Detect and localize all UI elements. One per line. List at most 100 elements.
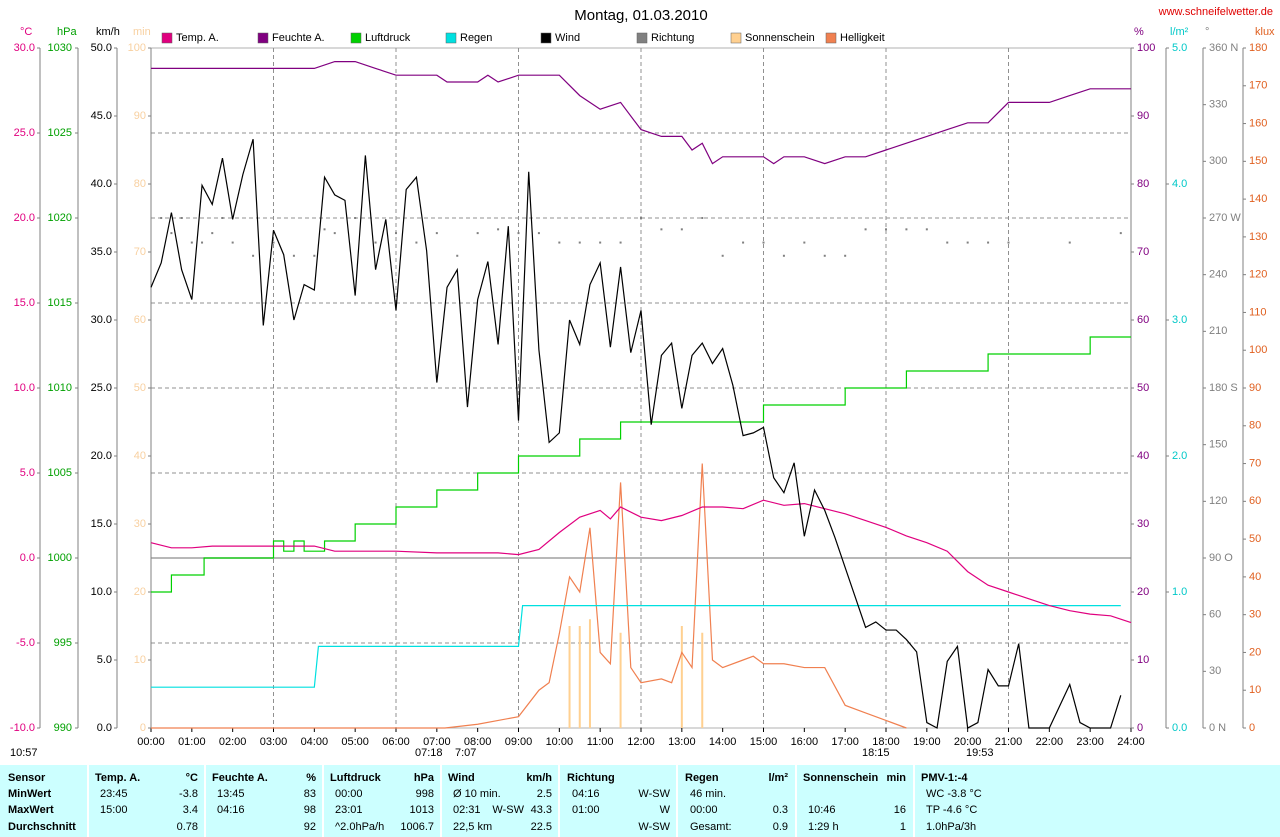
annotation: 10:57 xyxy=(10,747,38,759)
direction-dot xyxy=(660,228,663,231)
y-tick-label: 30.0 xyxy=(91,314,112,326)
y-tick-label: 60 xyxy=(134,314,146,326)
series-line xyxy=(151,336,1131,593)
y-tick-label: 50.0 xyxy=(91,42,112,54)
table-cell: 1:29 h xyxy=(808,821,839,833)
y-tick-label: 10.0 xyxy=(91,586,112,598)
y-tick-label: 210 xyxy=(1209,325,1227,337)
table-cell: °C xyxy=(186,772,198,784)
table-cell: MaxWert xyxy=(8,804,54,816)
y-tick-label: 1005 xyxy=(48,467,72,479)
y-tick-label: 2.0 xyxy=(1172,450,1187,462)
y-tick-label: 0.0 xyxy=(1172,722,1187,734)
axis-unit: min xyxy=(133,26,151,38)
series-line xyxy=(150,138,1122,729)
x-tick-label: 21:00 xyxy=(995,736,1023,748)
table-cell: W-SW xyxy=(492,804,524,816)
table-cell: 1.0hPa/3h xyxy=(926,821,976,833)
y-tick-label: 1015 xyxy=(48,297,72,309)
annotation: 07:18 xyxy=(415,747,443,759)
axis-unit: km/h xyxy=(96,26,120,38)
direction-dot xyxy=(742,241,745,244)
y-tick-label: 110 xyxy=(1249,306,1267,318)
y-tick-label: 80 xyxy=(1137,178,1149,190)
y-tick-label: 40 xyxy=(1249,571,1261,583)
y-tick-label: 90 xyxy=(134,110,146,122)
table-cell: 13:45 xyxy=(217,788,245,800)
y-tick-label: 160 xyxy=(1249,117,1267,129)
series-line xyxy=(151,61,1131,165)
table-cell: Temp. A. xyxy=(95,772,140,784)
y-tick-label: 25.0 xyxy=(14,127,35,139)
direction-dot xyxy=(1119,232,1122,235)
legend-swatch xyxy=(445,32,457,44)
y-tick-label: 60 xyxy=(1137,314,1149,326)
x-tick-label: 01:00 xyxy=(178,736,206,748)
legend-label: Regen xyxy=(460,32,492,44)
y-tick-label: 80 xyxy=(134,178,146,190)
y-tick-label: 170 xyxy=(1249,80,1267,92)
table-cell: Durchschnitt xyxy=(8,821,76,833)
direction-dot xyxy=(190,241,193,244)
table-cell: Feuchte A. xyxy=(212,772,268,784)
table-cell: 0.9 xyxy=(773,821,788,833)
legend-label: Sonnenschein xyxy=(745,32,815,44)
y-tick-label: 360 N xyxy=(1209,42,1238,54)
table-cell: 43.3 xyxy=(531,804,552,816)
legend-label: Richtung xyxy=(651,32,694,44)
direction-dot xyxy=(497,228,500,231)
direction-dot xyxy=(272,241,275,244)
direction-dot xyxy=(619,241,622,244)
table-cell: TP -4.6 °C xyxy=(926,804,977,816)
table-cell: 15:00 xyxy=(100,804,128,816)
table-cell: PMV-1:-4 xyxy=(921,772,968,784)
y-tick-label: 15.0 xyxy=(91,518,112,530)
table-cell: ^2.0hPa/h xyxy=(335,821,384,833)
direction-dot xyxy=(599,241,602,244)
x-tick-label: 24:00 xyxy=(1117,736,1145,748)
y-tick-label: 20 xyxy=(134,586,146,598)
direction-dot xyxy=(201,241,204,244)
table-cell: % xyxy=(306,772,316,784)
x-tick-label: 09:00 xyxy=(505,736,533,748)
y-tick-label: 45.0 xyxy=(91,110,112,122)
table-cell: 04:16 xyxy=(572,788,600,800)
y-tick-label: 0.0 xyxy=(97,722,112,734)
direction-dot xyxy=(762,241,765,244)
x-tick-label: 03:00 xyxy=(260,736,288,748)
table-cell: hPa xyxy=(414,772,435,784)
y-tick-label: 20.0 xyxy=(14,212,35,224)
direction-dot xyxy=(987,241,990,244)
table-cell: 0.78 xyxy=(177,821,198,833)
y-tick-label: 10 xyxy=(134,654,146,666)
x-tick-label: 00:00 xyxy=(137,736,165,748)
legend-swatch xyxy=(730,32,742,44)
table-cell: 46 min. xyxy=(690,788,726,800)
y-tick-label: 1020 xyxy=(48,212,72,224)
table-cell: min xyxy=(886,772,906,784)
y-tick-label: 1025 xyxy=(48,127,72,139)
table-cell: km/h xyxy=(526,772,552,784)
y-tick-label: 270 W xyxy=(1209,212,1241,224)
y-tick-label: 140 xyxy=(1249,193,1267,205)
x-tick-label: 22:00 xyxy=(1036,736,1064,748)
y-tick-label: 35.0 xyxy=(91,246,112,258)
table-cell: 2.5 xyxy=(537,788,552,800)
table-cell: 04:16 xyxy=(217,804,245,816)
table-cell: l/m² xyxy=(768,772,788,784)
axis-unit: ° xyxy=(1205,26,1209,38)
y-tick-label: 60 xyxy=(1209,609,1221,621)
direction-dot xyxy=(231,241,234,244)
y-tick-label: 40 xyxy=(134,450,146,462)
x-tick-label: 06:00 xyxy=(382,736,410,748)
x-tick-label: 04:00 xyxy=(301,736,329,748)
y-tick-label: 60 xyxy=(1249,495,1261,507)
legend-swatch xyxy=(540,32,552,44)
direction-dot xyxy=(966,241,969,244)
table-cell: 92 xyxy=(304,821,316,833)
y-tick-label: 5.0 xyxy=(97,654,112,666)
direction-dot xyxy=(517,232,520,235)
y-tick-label: 180 xyxy=(1249,42,1267,54)
x-tick-label: 11:00 xyxy=(587,736,614,748)
